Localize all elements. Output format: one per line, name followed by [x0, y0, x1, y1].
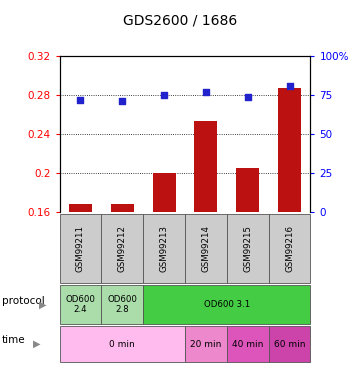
Text: protocol: protocol: [2, 296, 44, 306]
Text: OD600
2.8: OD600 2.8: [107, 295, 137, 314]
Text: 40 min: 40 min: [232, 340, 264, 349]
Text: OD600
2.4: OD600 2.4: [66, 295, 95, 314]
Bar: [153, 173, 175, 212]
Bar: [111, 204, 134, 212]
Text: 0 min: 0 min: [109, 340, 135, 349]
Point: [245, 94, 251, 100]
Bar: [278, 88, 301, 212]
Text: 60 min: 60 min: [274, 340, 305, 349]
Text: 20 min: 20 min: [190, 340, 222, 349]
Bar: [69, 204, 92, 212]
Bar: [195, 122, 217, 212]
Text: ▶: ▶: [33, 339, 40, 349]
Text: GSM99215: GSM99215: [243, 225, 252, 272]
Point: [203, 89, 209, 95]
Point: [287, 83, 292, 89]
Text: GSM99214: GSM99214: [201, 225, 210, 272]
Text: time: time: [2, 335, 25, 345]
Text: GSM99216: GSM99216: [285, 225, 294, 272]
Point: [78, 97, 83, 103]
Text: OD600 3.1: OD600 3.1: [204, 300, 250, 309]
Point: [161, 92, 167, 98]
Text: GSM99211: GSM99211: [76, 225, 85, 272]
Text: ▶: ▶: [39, 300, 46, 310]
Text: GSM99213: GSM99213: [160, 225, 169, 272]
Point: [119, 98, 125, 104]
Bar: [236, 168, 259, 212]
Text: GDS2600 / 1686: GDS2600 / 1686: [123, 13, 238, 27]
Text: GSM99212: GSM99212: [118, 225, 127, 272]
